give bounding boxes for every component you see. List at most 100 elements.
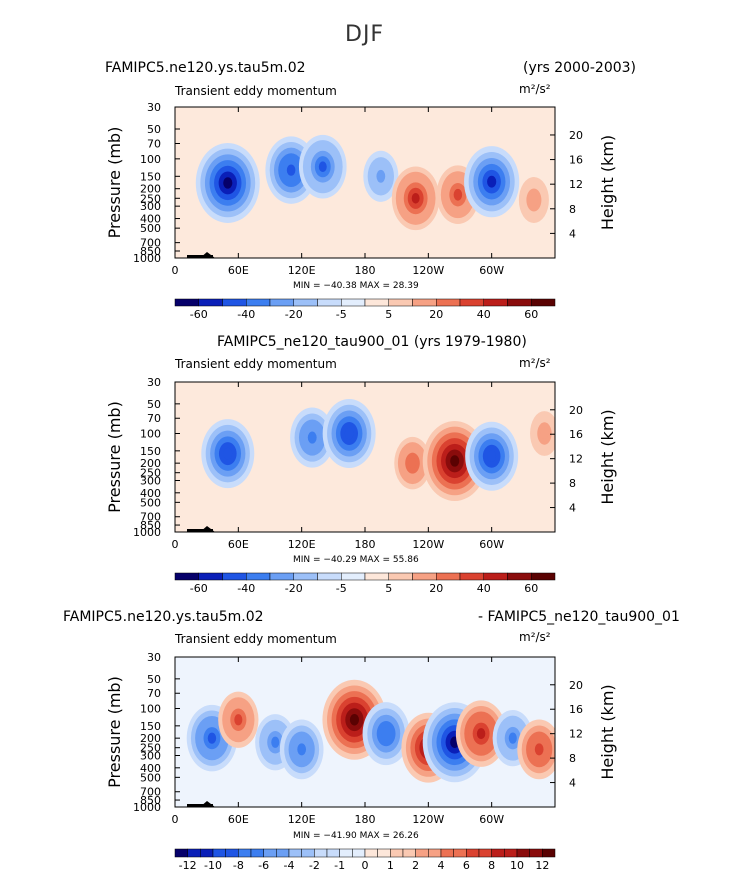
colorbar-box	[222, 298, 247, 307]
topography-peak	[200, 526, 215, 532]
y-tick-label: 150	[140, 445, 161, 458]
height-tick-label: 8	[569, 477, 576, 490]
panel-1-min-max: MIN = −40.38 MAX = 28.39	[293, 281, 419, 291]
x-tick-label: 60E	[228, 264, 249, 277]
colorbar-tick-label: -2	[309, 859, 320, 872]
height-tick-label: 20	[569, 129, 583, 142]
colorbar-box	[174, 298, 199, 307]
colorbar-box	[301, 848, 315, 858]
data-blob-1	[223, 447, 233, 460]
colorbar-tick-label: -10	[204, 859, 222, 872]
x-tick-label: 60W	[479, 538, 504, 551]
data-blob-3	[344, 427, 354, 440]
colorbar-box	[250, 848, 264, 858]
panel-2-units: m²/s²	[519, 356, 551, 370]
colorbar-box	[339, 848, 353, 858]
x-tick-label: 180	[355, 813, 376, 826]
data-blob-4	[376, 169, 386, 183]
data-blob-11	[534, 743, 544, 756]
y-tick-label: 850	[140, 245, 161, 258]
data-blob-1	[207, 732, 217, 744]
x-tick-label: 60E	[228, 538, 249, 551]
colorbar-box	[317, 298, 342, 307]
colorbar-box	[507, 298, 532, 307]
y-tick-label: 1000	[133, 526, 161, 539]
y-tick-label: 500	[140, 222, 161, 235]
colorbar-tick-label: 0	[362, 859, 369, 872]
data-blob-5	[411, 192, 420, 204]
height-tick-label: 12	[569, 453, 583, 466]
colorbar-box	[390, 848, 404, 858]
colorbar-box	[478, 848, 492, 858]
data-blob-8	[530, 194, 538, 206]
y-axis-label: Pressure (mb)	[105, 676, 124, 788]
colorbar-tick-label: 10	[510, 859, 524, 872]
height-tick-label: 12	[569, 728, 583, 741]
colorbar-box	[341, 298, 366, 307]
chart-panel-3: 0 60E 120E 180 120W 60W3050701001502002503004…	[105, 651, 617, 872]
colorbar-tick-label: -60	[190, 582, 208, 595]
colorbar-box	[174, 572, 199, 581]
panel-2-subtitle: Transient eddy momentum	[175, 357, 337, 371]
panel-3-subtitle: Transient eddy momentum	[175, 632, 337, 646]
x-tick-label: 0	[172, 264, 179, 277]
colorbar-tick-label: -40	[237, 582, 255, 595]
topography-peak	[200, 801, 215, 807]
y-tick-label: 70	[147, 412, 161, 425]
panel-1-subtitle: Transient eddy momentum	[175, 84, 337, 98]
colorbar-tick-label: 60	[524, 582, 538, 595]
y-tick-label: 30	[147, 376, 161, 389]
colorbar-box	[516, 848, 530, 858]
topography-peak	[200, 252, 215, 258]
x-tick-label: 60E	[228, 813, 249, 826]
x-tick-label: 120W	[412, 813, 444, 826]
colorbar-tick-label: -4	[284, 859, 295, 872]
y-tick-label: 500	[140, 496, 161, 509]
height-tick-label: 20	[569, 679, 583, 692]
colorbar-box	[187, 848, 201, 858]
data-blob-7	[540, 427, 549, 440]
x-tick-label: 60W	[479, 813, 504, 826]
data-blob-1	[223, 177, 233, 189]
y-tick-label: 700	[140, 237, 161, 250]
data-blob-6	[381, 727, 391, 740]
colorbar-tick-label: 8	[488, 859, 495, 872]
data-blob-3	[271, 736, 280, 748]
field-layer	[201, 399, 555, 501]
data-blob-7	[487, 175, 497, 188]
colorbar-box	[531, 572, 556, 581]
colorbar-box	[531, 298, 556, 307]
data-blob-5	[450, 455, 460, 467]
colorbar-box	[459, 572, 484, 581]
chart-panel-1: 0 60E 120E 180 120W 60W3050701001502002503004…	[105, 101, 617, 321]
height-tick-label: 4	[569, 227, 576, 240]
data-blob-2	[307, 431, 317, 444]
colorbar-box	[352, 848, 366, 858]
field-layer	[186, 679, 555, 783]
colorbar-box	[466, 848, 480, 858]
y-tick-label: 150	[140, 720, 161, 733]
colorbar-box	[276, 848, 290, 858]
colorbar-tick-label: 40	[477, 308, 491, 321]
height-tick-label: 4	[569, 502, 576, 515]
colorbar-box	[222, 572, 247, 581]
y-tick-label: 100	[140, 153, 161, 166]
colorbar-tick-label: 5	[385, 308, 392, 321]
x-tick-label: 0	[172, 538, 179, 551]
x-tick-label: 120W	[412, 264, 444, 277]
colorbar-box	[388, 298, 413, 307]
colorbar-box	[263, 848, 277, 858]
y-tick-label: 50	[147, 673, 161, 686]
colorbar-box	[491, 848, 505, 858]
y-axis-label-right: Height (km)	[598, 135, 617, 230]
colorbar-box	[200, 848, 214, 858]
y-axis-label-right: Height (km)	[598, 684, 617, 779]
colorbar-tick-label: 4	[438, 859, 445, 872]
y-axis-label-right: Height (km)	[598, 409, 617, 504]
data-blob-2	[286, 164, 296, 176]
y-tick-label: 200	[140, 183, 161, 196]
height-tick-label: 16	[569, 428, 583, 441]
y-tick-label: 700	[140, 786, 161, 799]
colorbar-box	[317, 572, 342, 581]
y-tick-label: 1000	[133, 252, 161, 265]
